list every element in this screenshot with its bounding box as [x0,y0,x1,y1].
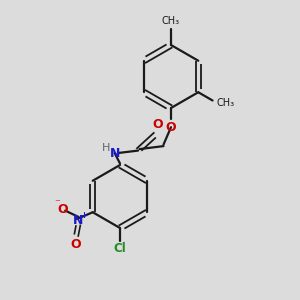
Text: O: O [71,238,81,251]
Text: Cl: Cl [114,242,126,255]
Text: +: + [80,211,87,220]
Text: N: N [110,147,120,160]
Text: N: N [73,214,84,227]
Text: H: H [102,143,110,153]
Text: O: O [58,202,68,216]
Text: O: O [166,121,176,134]
Text: ⁻: ⁻ [55,199,60,209]
Text: CH₃: CH₃ [216,98,234,108]
Text: O: O [152,118,163,131]
Text: CH₃: CH₃ [162,16,180,26]
